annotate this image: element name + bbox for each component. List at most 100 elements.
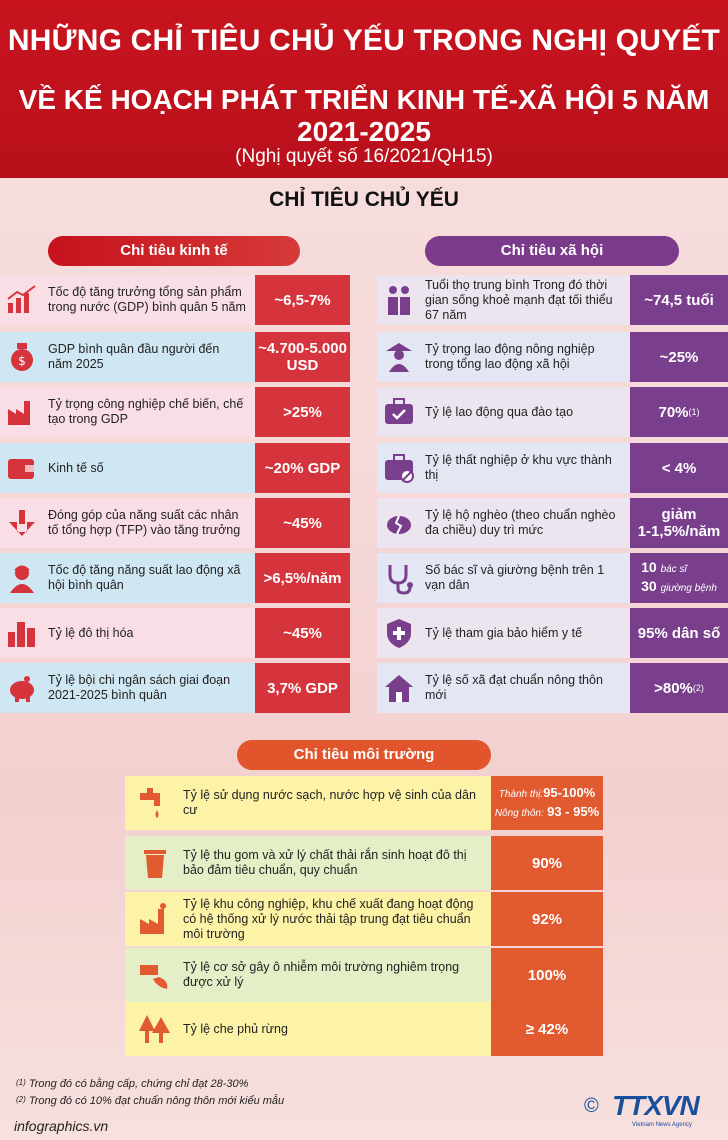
copyright-icon: © (584, 1095, 599, 1117)
econ-row-text: Tỷ lệ bội chi ngân sách giai đoạn 2021-2… (0, 663, 255, 713)
env-row-value: ≥ 42% (491, 1002, 603, 1056)
social-row: Tỷ lệ số xã đạt chuẩn nông thôn mới >80%… (377, 663, 728, 713)
econ-row-text: Kinh tế số (0, 443, 255, 493)
social-row-text: Tỷ lệ tham gia bảo hiểm y tế (377, 608, 630, 658)
footnote-1: (1) Trong đó có bằng cấp, chứng chỉ đạt … (16, 1078, 248, 1090)
econ-row-text: Tỷ trọng công nghiệp chế biến, chế tạo t… (0, 387, 255, 437)
env-row-text: Tỷ lệ che phủ rừng (125, 1002, 491, 1056)
social-row-text: Tuổi thọ trung bình Trong đó thời gian s… (377, 275, 630, 325)
doctors-number: 10 (641, 559, 657, 575)
money-bag-icon: $ (11, 343, 33, 371)
econ-row-value: ~4.700-5.000 USD (255, 332, 350, 382)
econ-row-value: >6,5%/năm (255, 553, 350, 603)
env-row: Tỷ lệ sử dụng nước sạch, nước hợp vệ sin… (125, 776, 603, 830)
digital-wallet-icon (8, 459, 34, 479)
logo-subtitle: Vietnam News Agency (632, 1122, 692, 1128)
piggy-bank-icon (10, 676, 34, 702)
env-row-value: 90% (491, 836, 603, 890)
forest-icon (139, 1015, 170, 1043)
value-line-2: 1-1,5%/năm (637, 523, 721, 540)
social-row-value: 95% dân số (630, 608, 728, 658)
env-row: Tỷ lệ khu công nghiệp, khu chế xuất đang… (125, 892, 603, 946)
value-text: >80% (654, 679, 693, 697)
social-row: Tỷ trọng lao động nông nghiệp trong tổng… (377, 332, 728, 382)
econ-row-value: ~45% (255, 608, 350, 658)
econ-row-value: >25% (255, 387, 350, 437)
social-row-value: 70% (1) (630, 387, 728, 437)
env-row-value: Thành thị:95-100% Nông thôn: 93 - 95% (491, 776, 603, 830)
stethoscope-icon (388, 565, 413, 595)
trash-bin-icon (144, 850, 166, 878)
env-row-value: 92% (491, 892, 603, 946)
econ-row-value: ~20% GDP (255, 443, 350, 493)
environment-section-title: Chỉ tiêu môi trường (237, 740, 491, 770)
econ-row-text: GDP bình quân đầu người đến năm 2025 (0, 332, 255, 382)
beds-number: 30 (641, 578, 657, 594)
econ-row-text: Đóng góp của năng suất các nhân tố tổng … (0, 498, 255, 548)
value-text: 70% (658, 403, 689, 421)
econ-row-text: Tốc độ tăng trưởng tổng sản phẩm trong n… (0, 275, 255, 325)
social-row-text: Tỷ lệ hộ nghèo (theo chuẩn nghèo đa chiề… (377, 498, 630, 548)
rural-house-icon (385, 675, 413, 702)
social-section-title: Chỉ tiêu xã hội (425, 236, 679, 266)
social-row-value: ~74,5 tuổi (630, 275, 728, 325)
resolution-number: (Nghị quyết số 16/2021/QH15) (235, 146, 493, 167)
doctors-unit: bác sĩ (660, 564, 687, 575)
social-row: Tỷ lệ tham gia bảo hiểm y tế 95% dân số (377, 608, 728, 658)
social-row-value: < 4% (630, 443, 728, 493)
social-row: Tỷ lệ thất nghiệp ở khu vực thành thị < … (377, 443, 728, 493)
econ-row: GDP bình quân đầu người đến năm 2025 $ ~… (0, 332, 350, 382)
pollution-pipe-icon (140, 965, 168, 989)
econ-row-value: ~6,5-7% (255, 275, 350, 325)
rural-label: Nông thôn: (494, 808, 544, 819)
footnote-2: (2) Trong đó có 10% đạt chuẩn nông thôn … (16, 1095, 284, 1107)
rural-value: 93 - 95% (547, 804, 600, 819)
econ-row-value: 3,7% GDP (255, 663, 350, 713)
social-row-value: ~25% (630, 332, 728, 382)
urban-value: 95-100% (543, 785, 596, 800)
economic-section-title: Chỉ tiêu kinh tế (48, 236, 300, 266)
broken-piggy-icon (387, 515, 411, 535)
econ-row: Đóng góp của năng suất các nhân tố tổng … (0, 498, 350, 548)
social-row-value: >80% (2) (630, 663, 728, 713)
ttxvn-logo: © TTXVN Vietnam News Agency (584, 1090, 716, 1130)
worker-icon (10, 565, 34, 593)
urban-label: Thành thị: (498, 789, 544, 800)
social-row-value: 10 bác sĩ 30 giường bệnh (630, 553, 728, 603)
footnote-mark: (1) (688, 406, 700, 417)
site-url: infographics.vn (14, 1118, 109, 1134)
env-row-text: Tỷ lệ sử dụng nước sạch, nước hợp vệ sin… (125, 776, 491, 830)
econ-row: Tỷ lệ bội chi ngân sách giai đoạn 2021-2… (0, 663, 350, 713)
growth-chart-icon (7, 285, 36, 313)
social-row-text: Tỷ lệ số xã đạt chuẩn nông thôn mới (377, 663, 630, 713)
factory-icon (8, 401, 30, 425)
footnote-2-text: Trong đó có 10% đạt chuẩn nông thôn mới … (28, 1095, 285, 1107)
env-row: Tỷ lệ cơ sở gây ô nhiễm môi trường nghiê… (125, 948, 603, 1002)
env-row-value: 100% (491, 948, 603, 1002)
footnote-1-mark: (1) (16, 1078, 26, 1087)
title-line-1: NHỮNG CHỈ TIÊU CHỦ YẾU TRONG NGHỊ QUYẾT (7, 24, 721, 57)
main-title: CHỈ TIÊU CHỦ YẾU (269, 188, 459, 211)
social-row: Tỷ lệ hộ nghèo (theo chuẩn nghèo đa chiề… (377, 498, 728, 548)
econ-row: Kinh tế số ~20% GDP (0, 443, 350, 493)
footnote-1-text: Trong đó có bằng cấp, chứng chỉ đạt 28-3… (28, 1078, 249, 1090)
logo-brand: TTXVN (612, 1090, 700, 1121)
econ-row: Tốc độ tăng năng suất lao động xã hội bì… (0, 553, 350, 603)
farmer-icon (386, 343, 412, 372)
env-row-text: Tỷ lệ thu gom và xử lý chất thải rắn sin… (125, 836, 491, 890)
social-row: Tỷ lệ lao động qua đào tạo 70% (1) (377, 387, 728, 437)
econ-row-text: Tỷ lệ đô thị hóa (0, 608, 255, 658)
env-row: Tỷ lệ che phủ rừng ≥ 42% (125, 1002, 603, 1056)
health-insurance-icon (387, 619, 411, 648)
econ-row-text: Tốc độ tăng năng suất lao động xã hội bì… (0, 553, 255, 603)
social-row-text: Tỷ lệ thất nghiệp ở khu vực thành thị (377, 443, 630, 493)
env-row-text: Tỷ lệ khu công nghiệp, khu chế xuất đang… (125, 892, 491, 946)
econ-row: Tỷ trọng công nghiệp chế biến, chế tạo t… (0, 387, 350, 437)
header-banner: NHỮNG CHỈ TIÊU CHỦ YẾU TRONG NGHỊ QUYẾT … (0, 0, 728, 178)
econ-row: Tỷ lệ đô thị hóa ~45% (0, 608, 350, 658)
city-icon (8, 622, 35, 647)
social-row-text: Tỷ trọng lao động nông nghiệp trong tổng… (377, 332, 630, 382)
econ-row-value: ~45% (255, 498, 350, 548)
social-row: Số bác sĩ và giường bệnh trên 1 vạn dân … (377, 553, 728, 603)
econ-row: Tốc độ tăng trưởng tổng sản phẩm trong n… (0, 275, 350, 325)
